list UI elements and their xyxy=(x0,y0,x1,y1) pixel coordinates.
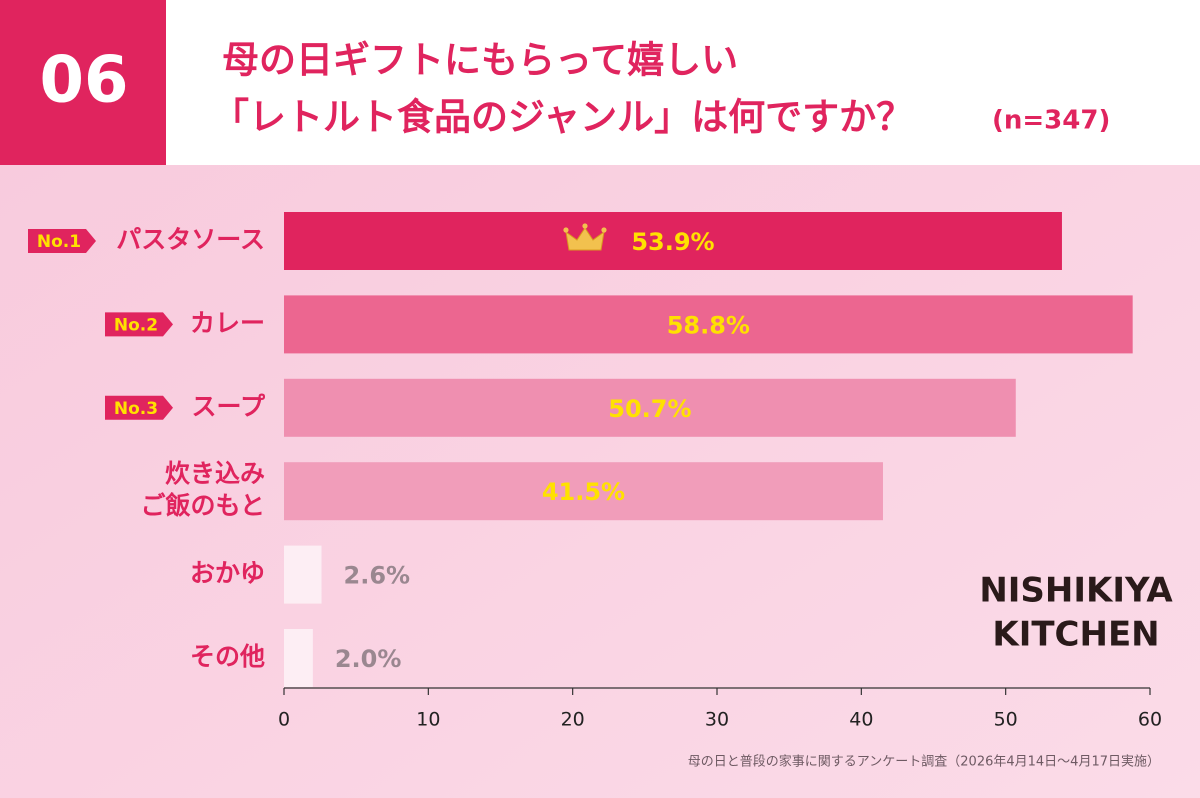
value-label: 2.6% xyxy=(344,562,411,590)
crown-icon xyxy=(582,223,588,229)
rank-badge xyxy=(105,312,173,337)
x-tick-label: 20 xyxy=(561,709,585,731)
x-tick-label: 50 xyxy=(994,709,1018,731)
x-tick-label: 40 xyxy=(849,709,873,731)
y-tick-label: スープ xyxy=(191,392,266,421)
chart-title: 「レトルト食品のジャンル」は何ですか？ xyxy=(212,96,913,139)
bar xyxy=(284,462,883,521)
y-tick-label: 炊き込みご飯のもと xyxy=(140,459,265,520)
y-tick-label: パスタソース xyxy=(116,225,265,254)
rank-label: No.1 xyxy=(37,232,81,252)
value-label: 41.5% xyxy=(542,478,625,506)
value-label: 2.0% xyxy=(335,645,402,673)
crown-icon xyxy=(601,227,607,233)
value-label: 58.8% xyxy=(667,311,750,339)
sample-size: (n=347) xyxy=(992,106,1110,136)
rank-label: No.2 xyxy=(114,315,158,335)
chart-title: 母の日ギフトにもらって嬉しい xyxy=(222,39,738,82)
rank-badge xyxy=(28,229,96,253)
x-tick-label: 30 xyxy=(705,709,729,731)
bar xyxy=(284,545,322,604)
bar xyxy=(284,378,1016,437)
header xyxy=(0,0,1200,165)
logo: KITCHEN xyxy=(992,615,1159,655)
badge: 06 xyxy=(39,44,128,118)
value-label: 53.9% xyxy=(631,228,714,256)
badge-box xyxy=(0,0,166,165)
crown-icon xyxy=(565,227,605,251)
x-tick-label: 0 xyxy=(278,709,290,731)
rank-label: No.3 xyxy=(114,399,158,419)
bar xyxy=(284,212,1062,270)
value-label: 50.7% xyxy=(608,395,691,423)
logo: NISHIKIYA xyxy=(979,571,1173,611)
x-tick-label: 60 xyxy=(1138,709,1162,731)
rank-badge xyxy=(105,395,173,420)
crown-icon xyxy=(563,227,569,233)
source-note: 母の日と普段の家事に関するアンケート調査（2026年4月14日〜4月17日実施） xyxy=(688,754,1160,770)
y-tick-label: カレー xyxy=(190,308,265,337)
y-tick-label: おかゆ xyxy=(190,559,265,588)
bar xyxy=(284,295,1133,354)
bar xyxy=(284,629,313,687)
x-tick-label: 10 xyxy=(416,709,440,731)
y-tick-label: その他 xyxy=(190,642,265,671)
